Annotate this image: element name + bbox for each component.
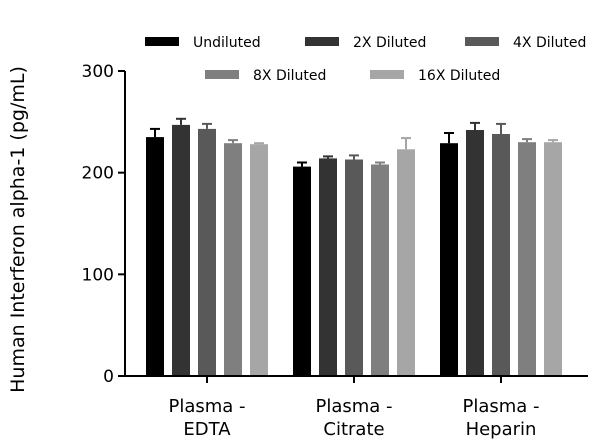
legend: Undiluted 2X Diluted 4X Diluted 8X Diluted 1… (145, 35, 586, 84)
legend-label-3: 8X Diluted (253, 68, 326, 84)
legend-label-2: 4X Diluted (513, 35, 586, 51)
bar-2-0 (198, 128, 216, 376)
bar-2-1 (345, 159, 363, 376)
x-tick-label-0-0: Plasma - (168, 396, 245, 417)
bar-0-1 (293, 166, 311, 376)
bar-3-2 (518, 142, 536, 376)
bar-4-2 (544, 142, 562, 376)
legend-swatch-3 (205, 70, 239, 79)
y-tick-label-1: 100 (82, 265, 114, 285)
y-axis-title-group: Human Interferon alpha-1 (pg/mL) (7, 66, 29, 393)
legend-label-4: 16X Diluted (418, 68, 500, 84)
x-tick-label-1-0: Plasma - (315, 396, 392, 417)
bar-0-0 (146, 137, 164, 376)
x-tick-label-0-1: EDTA (183, 419, 231, 440)
y-axis-title: Human Interferon alpha-1 (pg/mL) (7, 66, 29, 393)
bars (146, 117, 562, 377)
x-tick-label-1-1: Citrate (323, 419, 384, 440)
bar-3-0 (224, 143, 242, 376)
legend-swatch-0 (145, 37, 179, 46)
legend-swatch-2 (465, 37, 499, 46)
y-tick-label-2: 200 (82, 164, 114, 184)
x-tick-label-2-0: Plasma - (462, 396, 539, 417)
x-tick-label-2-1: Heparin (466, 419, 537, 440)
bar-4-1 (397, 149, 415, 376)
bar-4-0 (250, 144, 268, 376)
bar-1-1 (319, 158, 337, 376)
y-tick-label-0: 0 (103, 367, 114, 387)
bar-2-2 (492, 134, 510, 376)
y-tick-label-3: 300 (82, 62, 114, 82)
legend-label-0: Undiluted (193, 35, 261, 51)
bar-1-2 (466, 130, 484, 376)
legend-label-1: 2X Diluted (353, 35, 426, 51)
bar-0-2 (440, 143, 458, 376)
legend-swatch-4 (370, 70, 404, 79)
bar-3-1 (371, 164, 389, 376)
legend-swatch-1 (305, 37, 339, 46)
bar-1-0 (172, 124, 190, 377)
